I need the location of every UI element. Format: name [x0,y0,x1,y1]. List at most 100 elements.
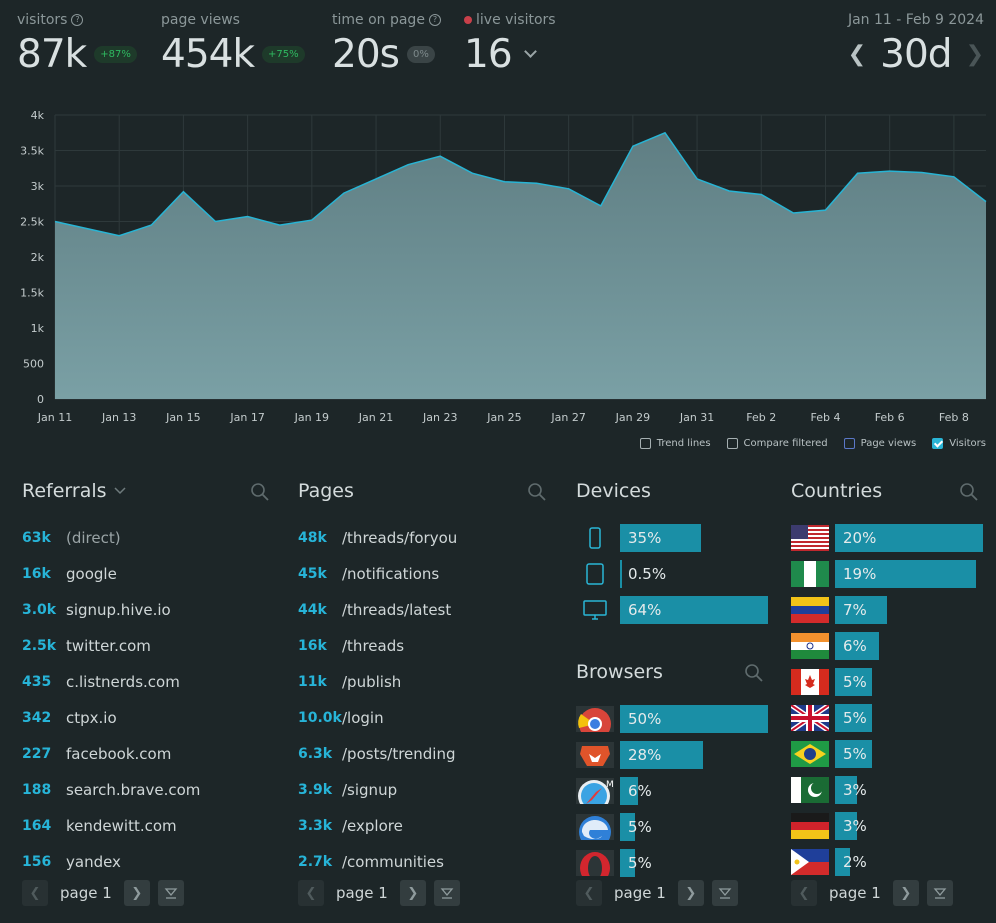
item-label: /signup [342,781,398,799]
stat-time-on-page[interactable]: time on page? 20s 0% [332,10,441,77]
list-item[interactable]: 11k/publish [298,664,548,700]
list-item[interactable]: 342 ctpx.io [22,700,272,736]
list-item[interactable]: 16k/threads [298,628,548,664]
list-item[interactable]: 164 kendewitt.com [22,808,272,844]
bar-item[interactable]: 5% [576,845,768,881]
checkbox[interactable] [639,438,651,449]
prev-period-button[interactable]: ❮ [847,42,867,67]
stat-live-visitors[interactable]: live visitors 16 [464,10,556,77]
item-count: 10.0k [298,710,342,726]
bar-item[interactable]: 20% [791,520,983,556]
bar-fill [835,524,983,552]
item-count: 342 [22,710,52,726]
stat-visitors[interactable]: visitors? 87k +87% [17,10,137,77]
bar-percent: 6% [843,637,867,655]
help-icon[interactable]: ? [71,14,84,26]
list-item[interactable]: 3.3k/explore [298,808,548,844]
next-page-button[interactable]: ❯ [892,880,919,906]
list-item[interactable]: 44k/threads/latest [298,592,548,628]
search-icon[interactable] [744,663,764,683]
item-label: ctpx.io [66,709,117,727]
item-count: 48k [298,530,327,546]
list-item[interactable]: 2.5k twitter.com [22,628,272,664]
legend-page-views[interactable]: Page views [843,438,916,449]
filter-button[interactable] [711,880,738,906]
bar-percent: 3% [843,817,867,835]
prev-page-button[interactable]: ❮ [576,880,602,906]
brave-icon [576,742,614,768]
search-icon[interactable] [527,482,547,502]
list-item[interactable]: 3.0k signup.hive.io [22,592,272,628]
prev-page-button[interactable]: ❮ [791,880,817,906]
y-tick-label: 2k [31,251,45,264]
next-page-button[interactable]: ❯ [123,880,150,906]
flag-canada-icon [791,669,829,695]
list-item[interactable]: 227 facebook.com [22,736,272,772]
x-tick-label: Jan 21 [358,411,393,424]
legend-compare-filtered[interactable]: Compare filtered [726,438,828,449]
flag-uk-icon [791,705,829,731]
list-item[interactable]: 6.3k/posts/trending [298,736,548,772]
bar-item[interactable]: 0.5% [576,556,768,592]
bar-item[interactable]: 3% [791,808,983,844]
bar-item[interactable]: 7% [791,592,983,628]
checkbox[interactable] [726,438,738,449]
bar-percent: 5% [843,745,867,763]
item-label: /threads [342,637,405,655]
next-period-button[interactable]: ❯ [965,42,984,67]
prev-page-button[interactable]: ❮ [298,880,324,906]
list-item[interactable]: 188 search.brave.com [22,772,272,808]
item-label: (direct) [66,529,121,547]
help-icon[interactable]: ? [428,14,441,26]
bar-percent: 7% [843,601,867,619]
list-item[interactable]: 16k google [22,556,272,592]
chevron-down-icon[interactable] [113,484,127,498]
chevron-down-icon[interactable] [523,45,537,58]
checkbox[interactable] [843,438,855,449]
list-item[interactable]: 10.0k/login [298,700,548,736]
bar-item[interactable]: 64% [576,592,768,628]
next-page-button[interactable]: ❯ [677,880,704,906]
bar-item[interactable]: 28% [576,737,768,773]
legend-visitors[interactable]: Visitors [932,438,986,449]
visitors-chart[interactable]: 4k 3.5k 3k 2.5k 2k 1.5k 1k 500 0 Jan 11 Jan 13 Jan … [0,100,996,430]
stat-label: live visitors [476,12,556,28]
list-item[interactable]: 435 c.listnerds.com [22,664,272,700]
bar-item[interactable]: 2% [791,844,983,880]
list-item[interactable]: 45k/notifications [298,556,548,592]
bar-percent: 5% [843,673,867,691]
prev-page-button[interactable]: ❮ [22,880,48,906]
bar-item[interactable]: M 6% [576,773,768,809]
list-item[interactable]: 48k/threads/foryou [298,520,548,556]
bar-fill [835,848,850,876]
bar-item[interactable]: 5% [576,809,768,845]
bar-item[interactable]: 5% [791,736,983,772]
stat-page-views[interactable]: page views 454k +75% [161,10,305,77]
bar-item[interactable]: 6% [791,628,983,664]
legend-trend-lines[interactable]: Trend lines [639,438,711,449]
bar-item[interactable]: 19% [791,556,983,592]
devices-list: 35% 0.5% 64% [576,520,768,628]
filter-button[interactable] [926,880,953,906]
checkbox-checked[interactable] [932,438,944,449]
referrals-panel: Referrals 63k (direct) 16k google 3.0k signup… [22,478,272,880]
bar-item[interactable]: 5% [791,664,983,700]
range-selector[interactable]: 30d [880,32,952,77]
list-item[interactable]: 156 yandex [22,844,272,880]
bar-item[interactable]: 3% [791,772,983,808]
bar-percent: 64% [628,601,662,619]
bar-item[interactable]: 50% [576,701,768,737]
list-item[interactable]: 3.9k/signup [298,772,548,808]
bar-fill [835,560,976,588]
list-item[interactable]: 63k (direct) [22,520,272,556]
bar-item[interactable]: 35% [576,520,768,556]
filter-button[interactable] [157,880,184,906]
search-icon[interactable] [250,482,270,502]
search-icon[interactable] [959,482,979,502]
y-tick-label: 0 [37,393,44,406]
next-page-button[interactable]: ❯ [399,880,426,906]
y-tick-label: 1k [31,322,45,335]
bar-item[interactable]: 5% [791,700,983,736]
list-item[interactable]: 2.7k/communities [298,844,548,880]
filter-button[interactable] [433,880,460,906]
